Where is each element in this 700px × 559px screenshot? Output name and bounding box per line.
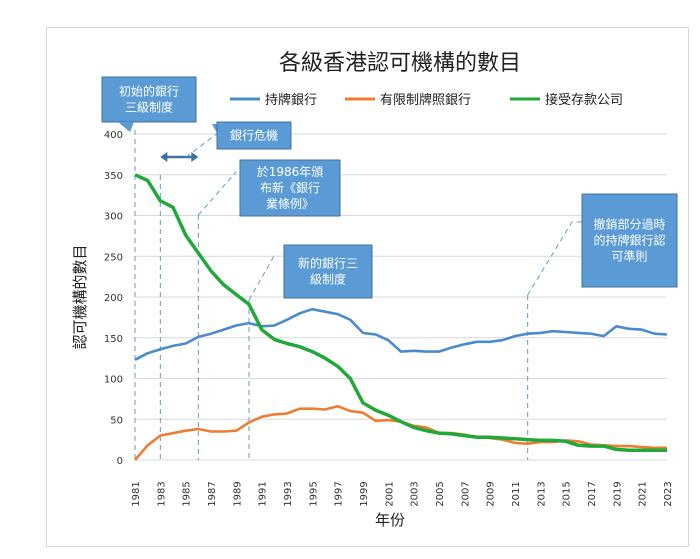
y-tick-label: 150 <box>104 334 123 345</box>
callout-background <box>581 193 678 288</box>
chart-title: 各級香港認可機構的數目 <box>279 51 521 76</box>
callout-text: 三級制度 <box>125 100 173 115</box>
legend-label-restricted-licence-banks: 有限制牌照銀行 <box>380 92 471 108</box>
arrow-head <box>160 152 168 162</box>
series-line-0 <box>134 307 668 361</box>
callout-connector <box>248 255 275 301</box>
y-tick-label: 50 <box>110 415 123 426</box>
callout-connector <box>197 171 237 216</box>
arrow-head <box>191 152 199 162</box>
y-tick-label: 200 <box>104 293 123 304</box>
callout-text: 布新《銀行 <box>260 180 320 195</box>
callout-text: 銀行危機 <box>230 128 278 143</box>
callout-background <box>283 244 373 299</box>
series-line-1 <box>134 404 667 461</box>
callout-text: 新的銀行三 <box>298 256 358 271</box>
callout-text: 於1986年頒 <box>257 164 324 179</box>
callout-text: 初始的銀行 <box>119 84 179 99</box>
x-tick-label: 2007 <box>460 481 471 506</box>
y-tick-label: 400 <box>104 130 123 141</box>
x-tick-label: 2013 <box>536 481 547 506</box>
callout-text: 撤銷部分過時 <box>593 217 665 232</box>
callout-background <box>101 76 197 123</box>
callout-text: 的持牌銀行認 <box>593 233 665 248</box>
callout-pointer <box>118 122 134 132</box>
y-tick-label: 100 <box>104 375 123 386</box>
callout-background <box>239 159 341 217</box>
callout-box: 銀行危機 <box>216 121 292 150</box>
x-axis-title: 年份 <box>375 511 405 529</box>
callout-connector <box>527 221 582 296</box>
y-axis-ticks: 0 50 100 150 200 250 300 350 400 <box>104 130 123 467</box>
series-lines <box>134 173 668 461</box>
x-tick-label: 1991 <box>258 481 269 506</box>
callout-background <box>216 121 292 150</box>
x-tick-label: 1983 <box>156 481 167 506</box>
gridlines <box>135 133 667 461</box>
x-tick-label: 1985 <box>182 481 193 506</box>
legend-label-licensed-banks: 持牌銀行 <box>265 92 317 108</box>
x-tick-label: 1981 <box>131 481 142 506</box>
callout-text: 可準則 <box>611 249 647 264</box>
x-tick-label: 2003 <box>410 481 421 506</box>
x-tick-label: 2001 <box>384 481 395 506</box>
x-tick-label: 1987 <box>207 481 218 506</box>
x-tick-label: 2021 <box>638 481 649 506</box>
legend-label-deposit-taking-companies: 接受存款公司 <box>545 92 623 108</box>
x-tick-label: 1999 <box>359 481 370 506</box>
y-tick-label: 0 <box>117 456 123 467</box>
x-tick-label: 2005 <box>435 481 446 506</box>
y-tick-label: 250 <box>104 252 123 263</box>
x-tick-label: 2011 <box>511 481 522 506</box>
callout-text: 級制度 <box>310 272 346 287</box>
legend: 持牌銀行 有限制牌照銀行 接受存款公司 <box>230 92 623 108</box>
callout-text: 業條例》 <box>266 197 314 211</box>
x-tick-label: 1997 <box>334 481 345 506</box>
x-tick-label: 2015 <box>562 481 573 506</box>
chart-frame <box>46 27 689 547</box>
x-tick-label: 2019 <box>612 481 623 506</box>
x-tick-label: 2009 <box>486 481 497 506</box>
x-tick-label: 1989 <box>232 481 243 506</box>
x-tick-label: 1993 <box>283 481 294 506</box>
series-line-2 <box>134 173 667 452</box>
y-axis-title: 認可機構的數目 <box>71 244 89 349</box>
x-tick-label: 2017 <box>587 481 598 506</box>
x-tick-label: 1995 <box>308 481 319 506</box>
x-axis-ticks: 1981 1983 1985 1987 1989 1991 1993 1995 1997 1999… <box>131 481 674 506</box>
y-tick-label: 300 <box>104 212 123 223</box>
callout-connector <box>185 132 219 158</box>
y-tick-label: 350 <box>104 171 123 182</box>
x-tick-label: 2023 <box>663 481 674 506</box>
